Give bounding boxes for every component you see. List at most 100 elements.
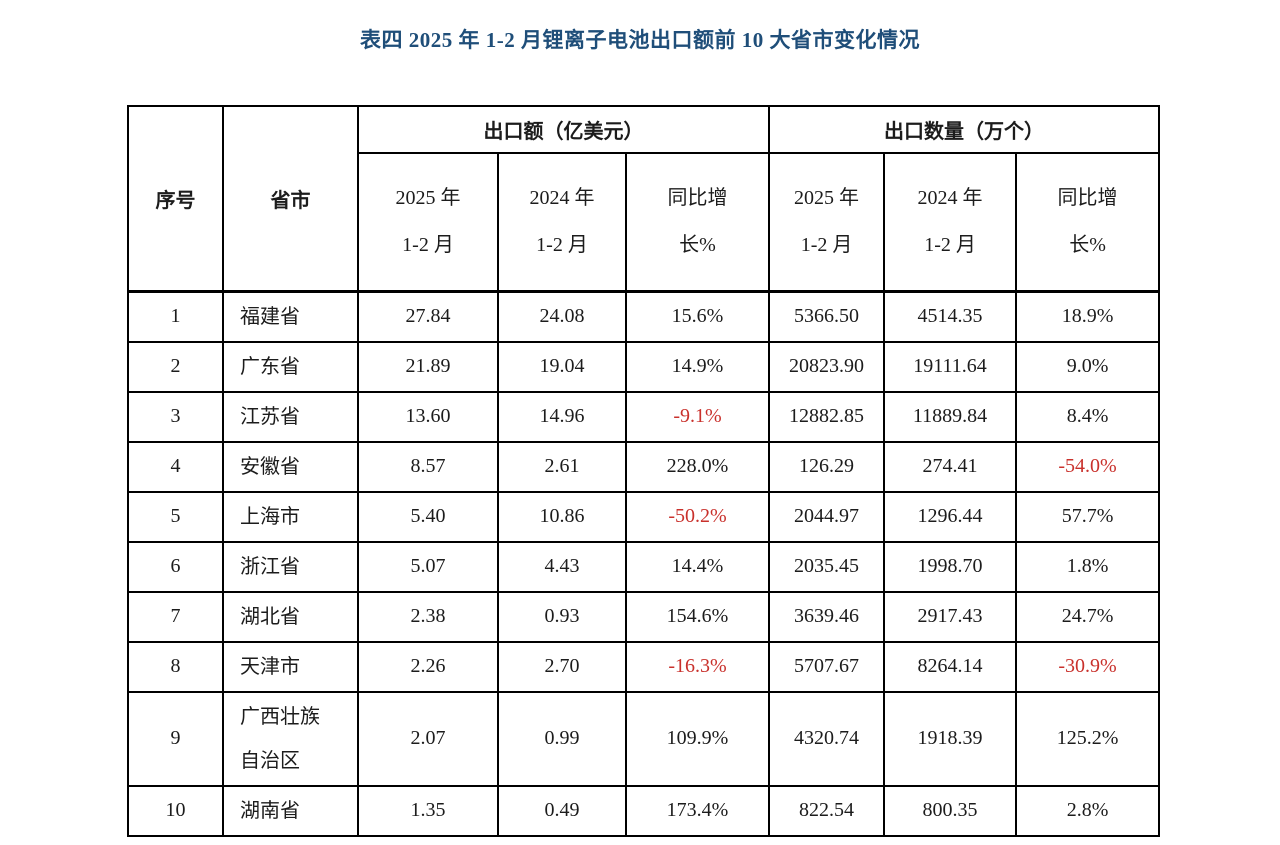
header-quantity-2024: 2024 年 1-2 月	[883, 152, 1018, 293]
cell-export-qty-2024: 19111.64	[883, 340, 1018, 393]
table-row: 10 湖南省 1.35 0.49 173.4% 822.54 800.35 2.8%	[127, 784, 1161, 837]
header-value-2025: 2025 年 1-2 月	[357, 152, 499, 293]
cell-export-value-2025: 5.07	[357, 540, 499, 593]
cell-export-value-yoy: 14.4%	[624, 540, 771, 593]
cell-export-value-yoy: 109.9%	[624, 690, 771, 787]
cell-export-qty-yoy: 125.2%	[1015, 690, 1161, 787]
cell-index: 7	[127, 590, 224, 643]
cell-export-qty-2025: 5707.67	[768, 640, 886, 693]
table-header: 序号 省市 出口额（亿美元） 出口数量（万个） 2025 年 1-2 月 202…	[127, 105, 1161, 293]
cell-export-value-2024: 19.04	[497, 340, 627, 393]
table-row: 9 广西壮族 自治区 2.07 0.99 109.9% 4320.74 1918.39 125…	[127, 690, 1161, 787]
cell-export-qty-2025: 822.54	[768, 784, 886, 837]
header-group-row: 序号 省市 出口额（亿美元） 出口数量（万个）	[127, 105, 1161, 293]
cell-export-qty-yoy: -30.9%	[1015, 640, 1161, 693]
header-value-2024: 2024 年 1-2 月	[497, 152, 627, 293]
cell-export-value-yoy: -9.1%	[624, 390, 771, 443]
cell-export-value-2024: 2.61	[497, 440, 627, 493]
cell-province: 上海市	[222, 490, 359, 543]
cell-province: 福建省	[222, 290, 359, 343]
cell-export-qty-yoy: 2.8%	[1015, 784, 1161, 837]
cell-index: 8	[127, 640, 224, 693]
cell-index: 5	[127, 490, 224, 543]
cell-export-value-2024: 0.49	[497, 784, 627, 837]
cell-export-value-2025: 27.84	[357, 290, 499, 343]
cell-export-value-2025: 2.26	[357, 640, 499, 693]
cell-export-value-2024: 2.70	[497, 640, 627, 693]
header-group-export-quantity: 出口数量（万个）	[768, 105, 1161, 154]
cell-export-qty-yoy: 24.7%	[1015, 590, 1161, 643]
cell-index: 3	[127, 390, 224, 443]
table-body: 1 福建省 27.84 24.08 15.6% 5366.50 4514.35 18.9% 2 广…	[127, 290, 1161, 837]
cell-index: 10	[127, 784, 224, 837]
cell-export-value-yoy: 228.0%	[624, 440, 771, 493]
table-row: 4 安徽省 8.57 2.61 228.0% 126.29 274.41 -54.0%	[127, 440, 1161, 493]
cell-export-value-yoy: -50.2%	[624, 490, 771, 543]
table-row: 2 广东省 21.89 19.04 14.9% 20823.90 19111.64 9.0%	[127, 340, 1161, 393]
cell-province: 广东省	[222, 340, 359, 393]
cell-province: 广西壮族 自治区	[222, 690, 359, 787]
cell-export-value-2024: 24.08	[497, 290, 627, 343]
cell-export-value-2025: 13.60	[357, 390, 499, 443]
cell-export-value-2024: 0.99	[497, 690, 627, 787]
cell-export-qty-2024: 274.41	[883, 440, 1018, 493]
cell-export-value-2025: 2.07	[357, 690, 499, 787]
cell-export-qty-2024: 1918.39	[883, 690, 1018, 787]
header-province: 省市	[222, 105, 359, 293]
header-sub-row: 2025 年 1-2 月 2024 年 1-2 月 同比增 长% 2025 年 …	[128, 152, 1161, 293]
cell-export-value-yoy: 173.4%	[624, 784, 771, 837]
header-quantity-yoy: 同比增 长%	[1015, 152, 1161, 293]
cell-export-value-2024: 4.43	[497, 540, 627, 593]
cell-export-value-2025: 21.89	[357, 340, 499, 393]
cell-export-qty-2024: 4514.35	[883, 290, 1018, 343]
cell-province: 江苏省	[222, 390, 359, 443]
cell-export-value-2025: 8.57	[357, 440, 499, 493]
table-row: 7 湖北省 2.38 0.93 154.6% 3639.46 2917.43 24.7%	[127, 590, 1161, 643]
cell-export-value-2025: 5.40	[357, 490, 499, 543]
cell-export-value-2024: 10.86	[497, 490, 627, 543]
cell-export-qty-2025: 2035.45	[768, 540, 886, 593]
cell-province: 安徽省	[222, 440, 359, 493]
cell-export-value-yoy: 14.9%	[624, 340, 771, 393]
cell-export-qty-2024: 11889.84	[883, 390, 1018, 443]
page-title: 表四 2025 年 1-2 月锂离子电池出口额前 10 大省市变化情况	[360, 28, 920, 52]
cell-export-qty-2025: 4320.74	[768, 690, 886, 787]
cell-index: 4	[127, 440, 224, 493]
cell-export-qty-2024: 8264.14	[883, 640, 1018, 693]
cell-export-qty-2024: 2917.43	[883, 590, 1018, 643]
cell-export-qty-2025: 2044.97	[768, 490, 886, 543]
table-row: 3 江苏省 13.60 14.96 -9.1% 12882.85 11889.84 8.4%	[127, 390, 1161, 443]
header-group-export-value: 出口额（亿美元）	[356, 105, 771, 154]
cell-export-qty-2025: 5366.50	[768, 290, 886, 343]
cell-export-value-yoy: -16.3%	[624, 640, 771, 693]
cell-province: 天津市	[222, 640, 359, 693]
cell-province: 浙江省	[222, 540, 359, 593]
cell-export-value-2024: 14.96	[497, 390, 627, 443]
cell-export-value-2024: 0.93	[497, 590, 627, 643]
header-quantity-2025: 2025 年 1-2 月	[768, 152, 886, 293]
cell-export-qty-yoy: 9.0%	[1015, 340, 1161, 393]
cell-export-value-yoy: 154.6%	[624, 590, 771, 643]
cell-export-qty-2025: 12882.85	[768, 390, 886, 443]
cell-export-qty-2024: 1998.70	[883, 540, 1018, 593]
header-index: 序号	[127, 105, 224, 293]
cell-export-qty-yoy: -54.0%	[1015, 440, 1161, 493]
cell-export-qty-yoy: 1.8%	[1015, 540, 1161, 593]
table-row: 6 浙江省 5.07 4.43 14.4% 2035.45 1998.70 1.8%	[127, 540, 1161, 593]
cell-export-qty-2024: 800.35	[883, 784, 1018, 837]
cell-index: 2	[127, 340, 224, 393]
cell-index: 9	[127, 690, 224, 787]
table-row: 8 天津市 2.26 2.70 -16.3% 5707.67 8264.14 -30.9%	[127, 640, 1161, 693]
cell-index: 6	[127, 540, 224, 593]
export-data-table: 序号 省市 出口额（亿美元） 出口数量（万个） 2025 年 1-2 月 202…	[127, 105, 1161, 837]
cell-export-qty-yoy: 8.4%	[1015, 390, 1161, 443]
cell-export-qty-2025: 126.29	[768, 440, 886, 493]
table-row: 5 上海市 5.40 10.86 -50.2% 2044.97 1296.44 57.7%	[127, 490, 1161, 543]
cell-export-value-2025: 1.35	[357, 784, 499, 837]
cell-index: 1	[127, 290, 224, 343]
cell-export-qty-2025: 3639.46	[768, 590, 886, 643]
cell-province: 湖南省	[222, 784, 359, 837]
cell-export-value-yoy: 15.6%	[624, 290, 771, 343]
cell-province: 湖北省	[222, 590, 359, 643]
cell-export-qty-yoy: 57.7%	[1015, 490, 1161, 543]
